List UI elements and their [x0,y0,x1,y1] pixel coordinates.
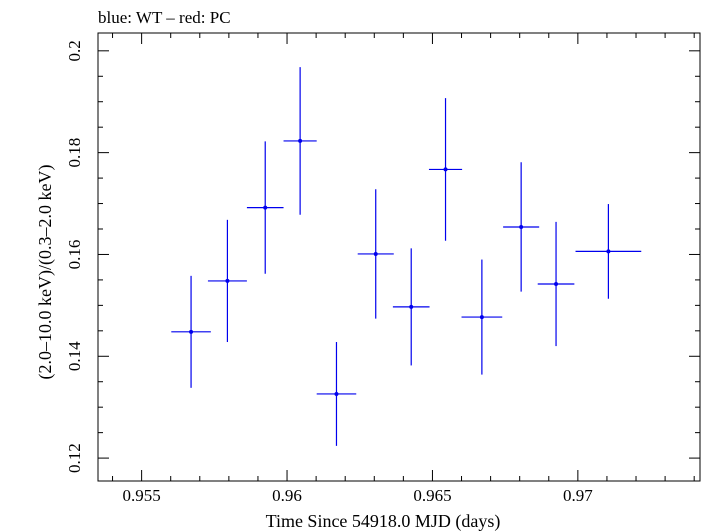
y-tick-label: 0.2 [65,40,84,61]
plot-frame [97,32,701,482]
x-tick-label: 0.97 [563,486,593,505]
y-axis-label: (2.0–10.0 keV)/(0.3–2.0 keV) [35,165,56,380]
axis-ticks [98,33,700,481]
chart-title: blue: WT – red: PC [98,8,231,27]
data-point [246,141,284,274]
y-tick-label: 0.18 [65,138,84,168]
data-marker [443,167,448,172]
x-tick-label: 0.955 [122,486,160,505]
data-point [461,259,503,375]
x-tick-label: 0.96 [272,486,302,505]
data-point [537,221,575,347]
x-tick-labels: 0.955 0.96 0.965 0.97 [122,486,593,505]
data-marker [479,315,484,320]
data-point [316,342,357,446]
data-point [503,162,540,292]
data-marker [373,251,378,256]
y-tick-label: 0.12 [65,443,84,473]
y-tick-label: 0.14 [65,341,84,371]
data-marker [519,224,524,229]
y-tick-label: 0.16 [65,240,84,270]
data-point [575,204,642,299]
data-marker [334,391,339,396]
data-point [171,275,211,388]
data-series [171,67,642,446]
data-point [207,219,247,343]
data-marker [298,138,303,143]
x-axis-label: Time Since 54918.0 MJD (days) [266,511,501,532]
data-point [428,98,463,241]
data-marker [263,205,268,210]
data-point [283,67,317,215]
data-marker [606,249,611,254]
data-point [392,248,430,366]
data-marker [225,278,230,283]
data-point [357,189,394,319]
data-marker [409,304,414,309]
data-marker [189,329,194,334]
y-tick-labels: 0.12 0.14 0.16 0.18 0.2 [65,40,84,473]
data-marker [554,281,559,286]
x-tick-label: 0.965 [413,486,451,505]
